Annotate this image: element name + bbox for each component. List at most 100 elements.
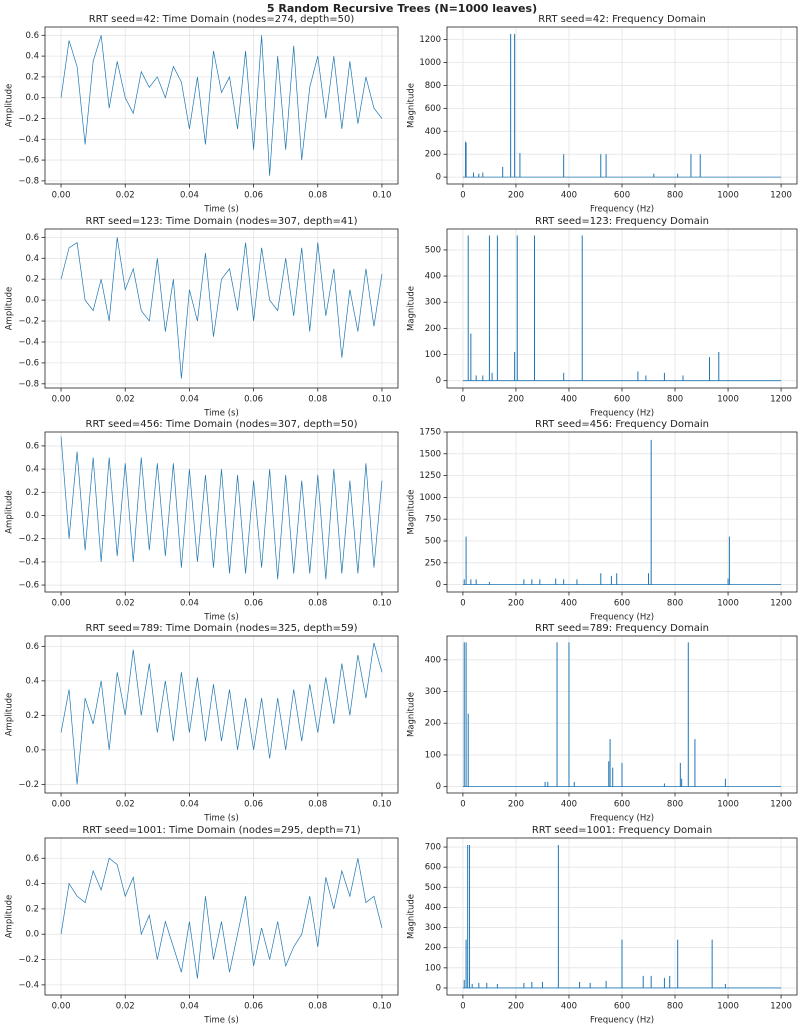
x-tick-label: 600	[614, 1002, 630, 1012]
x-tick-label: 0.10	[372, 1002, 391, 1012]
subplot: RRT seed=1001: Time Domain (nodes=295, d…	[5, 825, 399, 1024]
y-tick-label: 400	[425, 127, 441, 137]
subplot: RRT seed=123: Frequency Domain Frequency …	[407, 216, 798, 419]
x-axis-label: Time (s)	[203, 613, 239, 623]
y-tick-label: −0.6	[18, 581, 39, 591]
subplot-title: RRT seed=456: Time Domain (nodes=307, de…	[86, 419, 358, 430]
x-tick-label: 600	[614, 191, 630, 201]
x-axis-label: Time (s)	[203, 1016, 239, 1024]
y-tick-label: −0.2	[18, 114, 39, 124]
y-axis-label: Magnitude	[407, 489, 417, 534]
y-axis-label: Magnitude	[407, 83, 417, 128]
y-tick-label: 0.4	[25, 879, 39, 889]
y-tick-label: 1200	[419, 35, 441, 45]
subplot: RRT seed=42: Frequency Domain Frequency (…	[407, 14, 798, 215]
x-tick-label: 0.08	[308, 800, 327, 810]
x-axis-label: Time (s)	[203, 814, 239, 824]
x-tick-label: 0.00	[52, 191, 71, 201]
signal-line	[60, 237, 383, 379]
x-tick-label: 0.04	[180, 599, 199, 609]
x-tick-label: 800	[667, 599, 683, 609]
y-axis-label: Amplitude	[5, 84, 15, 128]
y-tick-label: 0.4	[25, 52, 39, 62]
x-tick-label: 1000	[717, 395, 739, 405]
x-tick-label: 0.00	[52, 1002, 71, 1012]
x-tick-label: 600	[614, 599, 630, 609]
x-tick-label: 0	[460, 599, 465, 609]
y-tick-label: 600	[425, 863, 441, 873]
y-tick-label: −0.8	[18, 176, 39, 186]
x-tick-label: 0.04	[180, 800, 199, 810]
y-tick-label: 0	[436, 376, 441, 386]
y-tick-label: 400	[425, 272, 441, 282]
x-tick-label: 200	[508, 395, 524, 405]
x-tick-label: 0.06	[244, 191, 263, 201]
y-tick-label: 400	[425, 903, 441, 913]
axes-frame	[446, 635, 798, 794]
x-tick-label: 200	[508, 191, 524, 201]
x-tick-label: 400	[561, 599, 577, 609]
y-tick-label: 0.0	[25, 511, 39, 521]
x-tick-label: 0.04	[180, 1002, 199, 1012]
x-tick-label: 1000	[717, 1002, 739, 1012]
y-tick-label: 750	[425, 515, 441, 525]
x-tick-label: 1200	[770, 800, 792, 810]
y-tick-label: 200	[425, 719, 441, 729]
y-tick-label: 300	[425, 687, 441, 697]
x-tick-label: 0.06	[244, 1002, 263, 1012]
subplot-title: RRT seed=123: Time Domain (nodes=307, de…	[86, 216, 358, 227]
y-tick-label: 0.6	[25, 31, 39, 41]
y-tick-label: 250	[425, 558, 441, 568]
x-tick-label: 0.06	[244, 395, 263, 405]
y-tick-label: 0.6	[25, 642, 39, 652]
y-axis-label: Amplitude	[5, 895, 15, 939]
signal-line	[60, 436, 383, 580]
y-tick-label: 0	[436, 580, 441, 590]
subplot-title: RRT seed=789: Frequency Domain	[535, 623, 709, 634]
y-tick-label: 500	[425, 245, 441, 255]
subplot: RRT seed=789: Frequency Domain Frequency …	[407, 623, 798, 824]
y-tick-label: 200	[425, 324, 441, 334]
y-tick-label: 0.6	[25, 854, 39, 864]
x-axis-label: Frequency (Hz)	[590, 1016, 654, 1024]
x-tick-label: 0	[460, 1002, 465, 1012]
axes-frame	[446, 228, 798, 389]
y-tick-label: 200	[425, 943, 441, 953]
y-axis-label: Amplitude	[5, 287, 15, 331]
y-tick-label: 600	[425, 104, 441, 114]
y-tick-label: −0.2	[18, 780, 39, 790]
x-tick-label: 0.08	[308, 191, 327, 201]
y-tick-label: 1250	[419, 471, 441, 481]
subplot-title: RRT seed=456: Frequency Domain	[535, 419, 709, 430]
y-tick-label: −0.4	[18, 337, 39, 347]
x-tick-label: 0.08	[308, 599, 327, 609]
signal-line	[60, 35, 383, 176]
y-tick-label: 100	[425, 350, 441, 360]
y-axis-label: Magnitude	[407, 286, 417, 331]
y-tick-label: 500	[425, 883, 441, 893]
y-tick-label: 0.0	[25, 296, 39, 306]
y-tick-label: 0.6	[25, 233, 39, 243]
axes-frame	[446, 431, 798, 593]
x-tick-label: 0.02	[116, 1002, 135, 1012]
y-tick-label: 1000	[419, 58, 441, 68]
x-tick-label: 1200	[770, 1002, 792, 1012]
y-tick-label: 0.0	[25, 93, 39, 103]
subplot-title: RRT seed=789: Time Domain (nodes=325, de…	[86, 623, 358, 634]
signal-line	[60, 642, 383, 785]
x-tick-label: 200	[508, 1002, 524, 1012]
subplot-title: RRT seed=42: Frequency Domain	[538, 14, 706, 25]
x-tick-label: 0.00	[52, 599, 71, 609]
x-tick-label: 800	[667, 1002, 683, 1012]
y-tick-label: 0.0	[25, 930, 39, 940]
y-tick-label: 700	[425, 843, 441, 853]
axes-frame	[446, 837, 798, 996]
x-tick-label: 0	[460, 800, 465, 810]
y-tick-label: 300	[425, 298, 441, 308]
y-tick-label: 1500	[419, 449, 441, 459]
axes-frame	[44, 431, 399, 593]
x-tick-label: 800	[667, 191, 683, 201]
axes-frame	[44, 837, 399, 996]
axes-frame	[44, 635, 399, 794]
y-tick-label: 500	[425, 536, 441, 546]
